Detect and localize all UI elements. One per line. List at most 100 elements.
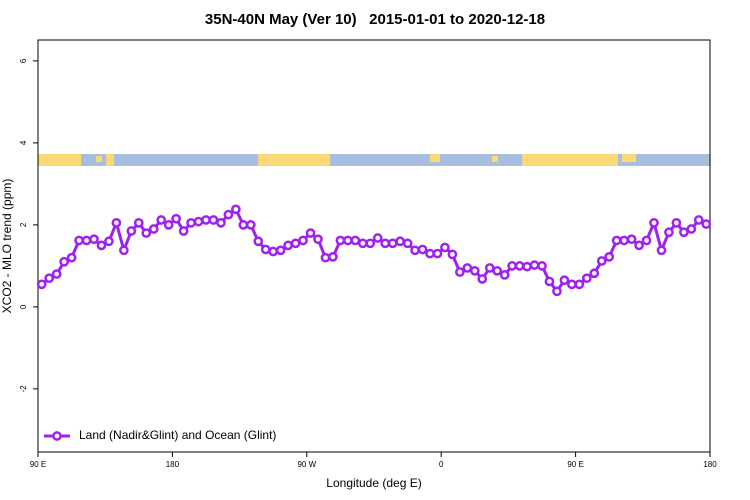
point (141, 228, 152, 238)
point (148, 224, 159, 234)
land-band (258, 154, 330, 166)
point (440, 242, 450, 253)
point (313, 234, 323, 245)
x-tick-label: 180 (703, 460, 717, 469)
point (178, 226, 189, 236)
y-axis-label: XCO2 - MLO trend (ppm) (0, 179, 14, 314)
point (320, 252, 331, 263)
land-band (106, 154, 114, 166)
point (559, 275, 570, 286)
point (119, 245, 129, 256)
land-band (492, 156, 498, 162)
x-tick-label: 90 W (297, 460, 316, 469)
point (193, 216, 204, 227)
point (395, 236, 405, 247)
point (641, 235, 652, 246)
land-band (430, 154, 440, 162)
legend-label: Land (Nadir&Glint) and Ocean (Glint) (79, 428, 276, 442)
point (44, 273, 55, 284)
point (417, 244, 428, 255)
point (223, 209, 234, 220)
point (201, 215, 211, 225)
point (380, 238, 391, 249)
point (275, 245, 286, 256)
point (156, 215, 167, 225)
x-axis-label: Longitude (deg E) (326, 476, 421, 490)
point (701, 219, 712, 229)
point (335, 235, 346, 246)
point (649, 217, 659, 228)
point (290, 238, 301, 249)
point (492, 265, 503, 276)
point (126, 226, 137, 236)
point (619, 235, 629, 246)
point (66, 252, 77, 263)
point (693, 215, 704, 225)
point (507, 261, 517, 271)
land-band (522, 154, 618, 166)
point (350, 235, 361, 246)
point (596, 256, 607, 266)
land-ocean-strip (38, 154, 710, 166)
point (469, 265, 480, 276)
land-band (96, 156, 102, 162)
land-band (622, 154, 636, 162)
point (544, 276, 555, 287)
point (365, 238, 376, 249)
point (537, 261, 547, 271)
point (163, 220, 174, 230)
point (238, 220, 249, 230)
point (253, 236, 264, 247)
point (522, 261, 532, 272)
point (89, 234, 99, 245)
point (245, 220, 256, 230)
y-tick-label: 4 (19, 140, 28, 145)
point (552, 286, 562, 297)
point (357, 238, 368, 249)
x-tick-label: 0 (439, 460, 444, 469)
point (626, 234, 637, 245)
point (686, 224, 697, 234)
point (328, 252, 338, 262)
x-tick-label: 180 (166, 460, 180, 469)
point (529, 260, 540, 270)
point (589, 268, 600, 279)
point (268, 246, 279, 257)
point (604, 252, 615, 262)
point (283, 240, 293, 251)
point (432, 248, 443, 259)
point (36, 279, 47, 290)
point (96, 240, 107, 251)
point (298, 235, 308, 246)
y-tick-label: 6 (19, 58, 28, 63)
point (231, 204, 241, 215)
point (51, 269, 62, 279)
point (499, 270, 510, 280)
point (447, 249, 458, 260)
y-tick-label: -2 (19, 385, 28, 393)
x-tick-label: 90 E (30, 460, 46, 469)
point (410, 245, 420, 256)
point (477, 274, 488, 284)
legend-marker (52, 431, 62, 441)
point (425, 248, 435, 259)
plot-frame (37, 39, 711, 453)
point (305, 228, 316, 238)
point (372, 233, 383, 243)
land-band (38, 154, 81, 166)
point (343, 235, 353, 246)
y-tick-label: 2 (19, 222, 28, 227)
point (59, 256, 69, 267)
chart-title: 35N-40N May (Ver 10) 2015-01-01 to 2020-… (205, 11, 545, 28)
point (671, 217, 682, 228)
point (133, 217, 144, 228)
point (260, 244, 271, 255)
point (679, 227, 689, 238)
point (462, 263, 473, 273)
point (74, 235, 84, 246)
point (387, 238, 398, 249)
point (514, 261, 525, 271)
point (171, 213, 181, 224)
point (664, 227, 674, 238)
